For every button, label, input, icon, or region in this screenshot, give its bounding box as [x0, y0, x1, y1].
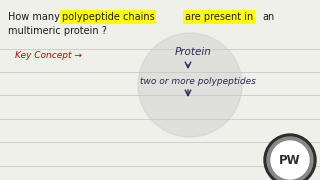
Text: Protein: Protein: [175, 47, 212, 57]
Text: multimeric protein ?: multimeric protein ?: [8, 26, 107, 36]
Circle shape: [264, 134, 316, 180]
Text: polypeptide chains: polypeptide chains: [62, 12, 155, 22]
Circle shape: [267, 137, 313, 180]
Text: Key Concept →: Key Concept →: [15, 51, 82, 60]
Text: are present in: are present in: [185, 12, 253, 22]
Text: How many: How many: [8, 12, 63, 22]
Circle shape: [138, 33, 242, 137]
Circle shape: [271, 141, 309, 179]
Text: two or more polypeptides: two or more polypeptides: [140, 76, 256, 86]
Text: an: an: [262, 12, 274, 22]
Text: PW: PW: [279, 154, 301, 166]
